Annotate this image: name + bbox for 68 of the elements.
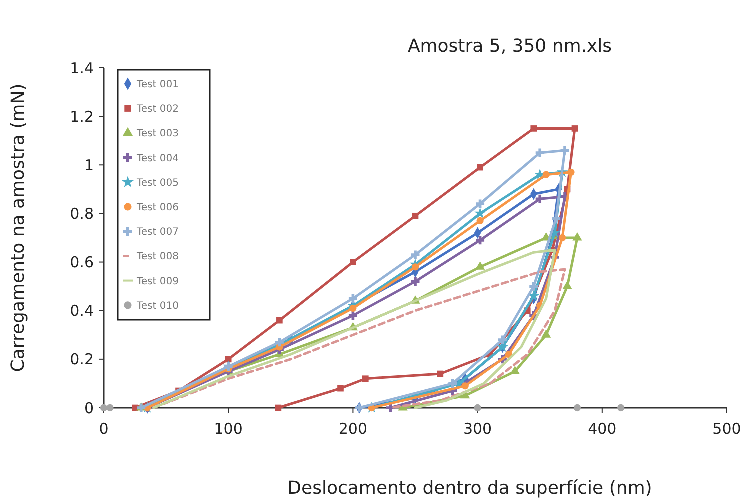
point	[350, 304, 357, 312]
point	[476, 217, 484, 225]
point	[560, 146, 570, 155]
chart-title: Amostra 5, 350 nm.xls	[408, 36, 612, 57]
point	[275, 404, 282, 412]
point	[362, 376, 369, 382]
point	[462, 382, 469, 390]
legend-label: Test 005	[136, 178, 179, 189]
legend-label: Test 009	[136, 276, 179, 288]
y-tick-label: 0.6	[70, 254, 94, 272]
point	[474, 208, 486, 219]
point	[338, 385, 344, 392]
x-tick-label: 400	[588, 420, 617, 438]
x-tick-label: 100	[214, 420, 243, 438]
point	[275, 338, 284, 347]
point	[542, 330, 552, 338]
y-tick-label: 0	[84, 399, 94, 418]
point	[276, 317, 283, 324]
point	[412, 264, 420, 271]
point	[530, 126, 538, 132]
point	[411, 250, 420, 260]
y-axis-title: Carregamento na amostra (mN)	[8, 84, 29, 372]
legend-label: Test 001	[136, 80, 179, 90]
point	[225, 356, 232, 363]
point	[572, 126, 578, 132]
point	[411, 277, 420, 286]
point	[536, 194, 544, 204]
y-tick-label: 0.8	[70, 204, 94, 223]
point	[348, 294, 358, 303]
point	[536, 148, 544, 158]
point	[618, 404, 625, 412]
x-tick-label: 300	[463, 420, 492, 438]
y-tick-label: 1	[84, 156, 94, 174]
legend-label: Test 006	[136, 202, 179, 214]
point	[475, 262, 486, 270]
point	[476, 236, 485, 245]
point	[474, 404, 482, 412]
point	[437, 370, 444, 378]
y-tick-label: 0.4	[70, 302, 94, 320]
point	[350, 259, 356, 266]
x-tick-label: 500	[712, 420, 742, 438]
point	[498, 336, 507, 344]
point	[542, 171, 550, 178]
point	[476, 200, 485, 208]
legend-label: Test 003	[136, 128, 179, 140]
y-tick-label: 0.2	[70, 350, 94, 369]
y-tick-label: 1.2	[70, 108, 94, 126]
legend-label: Test 008	[136, 252, 179, 263]
point	[568, 168, 575, 176]
point	[574, 404, 582, 412]
point	[412, 212, 419, 220]
x-tick-label: 0	[99, 420, 109, 438]
legend-label: Test 007	[136, 227, 179, 238]
point	[106, 404, 114, 412]
point	[572, 232, 582, 241]
point	[562, 281, 572, 290]
legend-label: Test 002	[136, 104, 179, 116]
point	[448, 379, 458, 388]
point	[510, 366, 520, 374]
legend-label: Test 010	[136, 300, 179, 312]
point	[558, 234, 566, 242]
point	[477, 164, 484, 171]
legend-label: Test 004	[136, 153, 179, 164]
y-tick-label: 1.4	[70, 59, 94, 78]
point	[530, 282, 538, 291]
point	[552, 214, 561, 223]
x-axis-title: Deslocamento dentro da superfície (nm)	[288, 478, 652, 499]
x-tick-label: 200	[338, 420, 368, 438]
